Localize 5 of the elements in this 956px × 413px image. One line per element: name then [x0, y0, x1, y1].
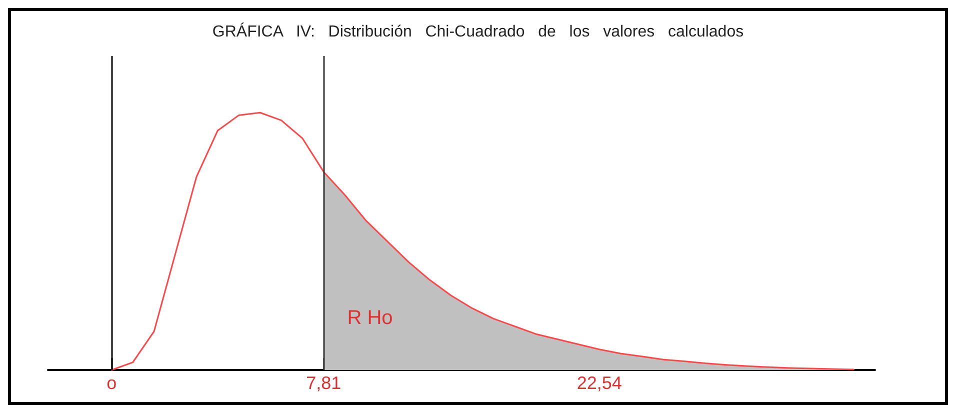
x-tick-label: 7,81 — [306, 373, 342, 393]
x-tick-label: 22,54 — [576, 373, 622, 393]
x-tick-label: o — [106, 373, 117, 393]
chart-title: GRÁFICA IV: Distribución Chi-Cuadrado de los valores calculados — [212, 22, 744, 40]
annotation: R Ho — [347, 307, 393, 330]
